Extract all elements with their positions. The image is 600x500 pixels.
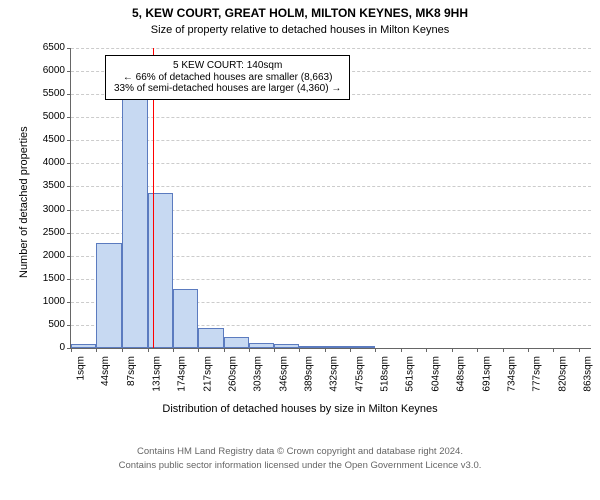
ytick-label: 4500 <box>43 134 71 145</box>
xtick-label: 432sqm <box>329 348 340 392</box>
annotation-line: 33% of semi-detached houses are larger (… <box>114 83 341 95</box>
xtick-label: 303sqm <box>253 348 264 392</box>
xtick-label: 260sqm <box>228 348 239 392</box>
xtick-label: 389sqm <box>304 348 315 392</box>
xtick-label: 346sqm <box>278 348 289 392</box>
xtick-mark <box>173 348 174 352</box>
xtick-label: 691sqm <box>481 348 492 392</box>
ytick-label: 3500 <box>43 180 71 191</box>
xtick-mark <box>579 348 580 352</box>
ytick-label: 3000 <box>43 204 71 215</box>
ytick-label: 5000 <box>43 111 71 122</box>
annotation-line: 5 KEW COURT: 140sqm <box>114 60 341 72</box>
x-axis-label: Distribution of detached houses by size … <box>0 403 600 415</box>
xtick-label: 518sqm <box>379 348 390 392</box>
histogram-bar <box>96 243 121 348</box>
xtick-mark <box>96 348 97 352</box>
xtick-mark <box>71 348 72 352</box>
xtick-label: 604sqm <box>430 348 441 392</box>
xtick-mark <box>249 348 250 352</box>
annotation-line: ← 66% of detached houses are smaller (8,… <box>114 72 341 84</box>
xtick-mark <box>503 348 504 352</box>
chart-container: { "chart": { "type": "histogram", "title… <box>0 0 600 500</box>
xtick-mark <box>375 348 376 352</box>
xtick-label: 863sqm <box>583 348 594 392</box>
xtick-label: 648sqm <box>456 348 467 392</box>
ytick-label: 1500 <box>43 273 71 284</box>
gridline <box>71 186 591 187</box>
xtick-mark <box>198 348 199 352</box>
histogram-bar <box>173 289 198 348</box>
xtick-label: 1sqm <box>75 348 86 380</box>
xtick-label: 561sqm <box>405 348 416 392</box>
ytick-label: 0 <box>59 342 71 353</box>
ytick-label: 2000 <box>43 250 71 261</box>
histogram-bar <box>148 193 173 348</box>
xtick-mark <box>224 348 225 352</box>
xtick-mark <box>350 348 351 352</box>
annotation-box: 5 KEW COURT: 140sqm← 66% of detached hou… <box>105 55 350 100</box>
gridline <box>71 140 591 141</box>
ytick-label: 1000 <box>43 296 71 307</box>
histogram-bar <box>224 337 249 348</box>
xtick-label: 734sqm <box>507 348 518 392</box>
chart-title: 5, KEW COURT, GREAT HOLM, MILTON KEYNES,… <box>0 6 600 20</box>
xtick-mark <box>426 348 427 352</box>
xtick-mark <box>325 348 326 352</box>
chart-subtitle: Size of property relative to detached ho… <box>0 24 600 36</box>
xtick-mark <box>553 348 554 352</box>
xtick-label: 217sqm <box>202 348 213 392</box>
ytick-label: 2500 <box>43 227 71 238</box>
histogram-bar <box>198 328 223 348</box>
ytick-label: 500 <box>48 319 71 330</box>
xtick-mark <box>122 348 123 352</box>
histogram-bar <box>122 92 148 348</box>
xtick-mark <box>401 348 402 352</box>
ytick-label: 6000 <box>43 65 71 76</box>
xtick-label: 777sqm <box>532 348 543 392</box>
ytick-label: 4000 <box>43 157 71 168</box>
xtick-label: 131sqm <box>152 348 163 392</box>
ytick-label: 5500 <box>43 88 71 99</box>
xtick-mark <box>528 348 529 352</box>
xtick-label: 44sqm <box>100 348 111 386</box>
y-axis-label: Number of detached properties <box>18 126 30 278</box>
xtick-mark <box>274 348 275 352</box>
xtick-mark <box>148 348 149 352</box>
gridline <box>71 48 591 49</box>
footer-line-2: Contains public sector information licen… <box>0 460 600 471</box>
xtick-label: 820sqm <box>557 348 568 392</box>
xtick-mark <box>452 348 453 352</box>
xtick-label: 475sqm <box>354 348 365 392</box>
ytick-label: 6500 <box>43 42 71 53</box>
gridline <box>71 117 591 118</box>
xtick-label: 174sqm <box>177 348 188 392</box>
gridline <box>71 163 591 164</box>
xtick-mark <box>299 348 300 352</box>
xtick-label: 87sqm <box>126 348 137 386</box>
footer-line-1: Contains HM Land Registry data © Crown c… <box>0 446 600 457</box>
xtick-mark <box>477 348 478 352</box>
